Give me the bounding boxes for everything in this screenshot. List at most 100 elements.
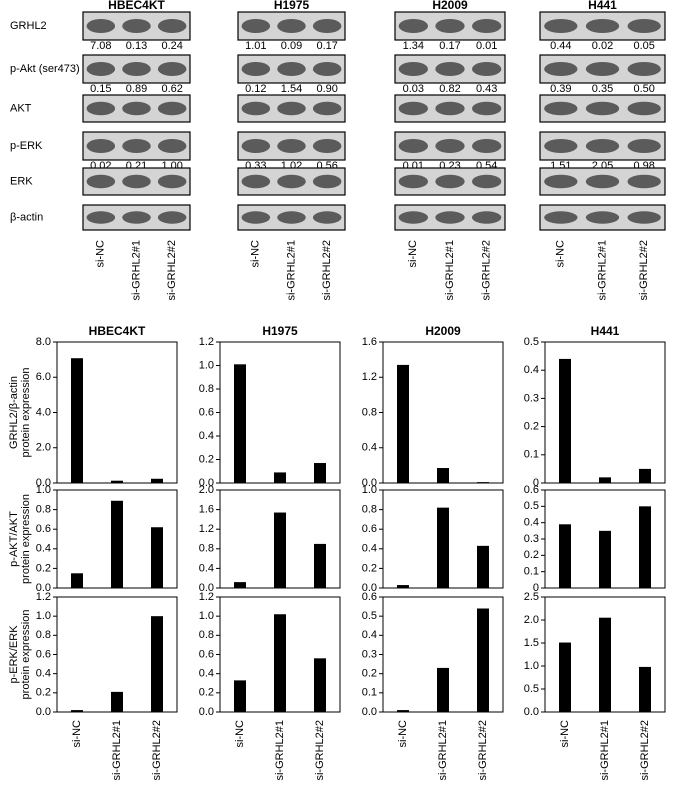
quantification: 0.82: [439, 83, 460, 95]
bar: [71, 573, 83, 588]
y-tick-label: 0.3: [524, 533, 539, 545]
y-tick-label: 0.8: [36, 629, 51, 641]
y-tick-label: 0.8: [199, 383, 214, 395]
bar: [274, 614, 286, 712]
y-tick-label: 0.6: [199, 406, 214, 418]
y-axis-label: protein expression: [20, 368, 32, 458]
cell-line-header: H2009: [432, 0, 468, 12]
quantification: 7.08: [90, 40, 111, 52]
blot-band: [627, 139, 661, 153]
quantification: 0.62: [161, 83, 182, 95]
lane-label: si-NC: [95, 240, 107, 268]
blot-band: [544, 19, 578, 33]
bar: [314, 658, 326, 712]
row-label: ERK: [10, 175, 33, 187]
y-tick-label: 0.0: [36, 477, 51, 489]
bar: [639, 506, 651, 588]
bar: [111, 480, 123, 483]
y-tick-label: 0.0: [362, 582, 377, 594]
y-tick-label: 0.2: [362, 668, 377, 680]
y-tick-label: 1.0: [36, 610, 51, 622]
bar: [314, 463, 326, 483]
y-tick-label: 0: [533, 582, 539, 594]
y-tick-label: 0.0: [524, 706, 539, 718]
y-axis-label: p-AKT/AKT: [8, 511, 20, 567]
cell-line-header: HBEC4KT: [108, 0, 165, 12]
bar: [71, 358, 83, 483]
blot-band: [585, 139, 620, 153]
quantification: 0.90: [316, 83, 337, 95]
y-tick-label: 0.6: [524, 484, 539, 496]
y-tick-label: 0.3: [524, 392, 539, 404]
cell-line-header: H1975: [274, 0, 310, 12]
bar: [397, 585, 409, 588]
y-tick-label: 0.2: [199, 687, 214, 699]
bar: [477, 482, 489, 483]
x-tick-label: si-GRHL2#2: [151, 720, 163, 781]
blot-band: [398, 174, 429, 189]
bar: [559, 524, 571, 588]
y-tick-label: 0.0: [36, 706, 51, 718]
lane-label: si-GRHL2#1: [596, 240, 608, 301]
bar: [437, 507, 449, 588]
y-tick-label: 1.6: [362, 336, 377, 348]
bar: [397, 364, 409, 483]
blot-band: [472, 101, 502, 116]
blot-band: [157, 174, 187, 189]
lane-label: si-GRHL2#2: [166, 240, 178, 301]
lane-label: si-GRHL2#1: [130, 240, 142, 301]
quantification: 0.24: [161, 40, 182, 52]
y-tick-label: 0.6: [36, 648, 51, 660]
bar: [71, 710, 83, 712]
blot-band: [472, 62, 502, 76]
chart-title: HBEC4KT: [89, 324, 146, 338]
y-tick-label: 0.8: [199, 629, 214, 641]
lane-label: si-GRHL2#1: [285, 240, 297, 301]
blot-band: [585, 62, 620, 76]
quantification: 0.01: [476, 40, 497, 52]
y-tick-label: 0.5: [524, 683, 539, 695]
y-tick-label: 0.4: [199, 668, 214, 680]
bar: [274, 472, 286, 483]
blot-band: [122, 174, 151, 189]
y-tick-label: 0.4: [199, 430, 214, 442]
blot-band: [86, 101, 116, 116]
quantification: 0.09: [281, 40, 302, 52]
blot-band: [472, 211, 502, 224]
bar: [639, 468, 651, 483]
row-label: β-actin: [10, 211, 43, 223]
blot-band: [157, 19, 187, 33]
blot-band: [157, 62, 187, 76]
y-tick-label: 0.2: [36, 687, 51, 699]
y-tick-label: 2.0: [36, 442, 51, 454]
y-tick-label: 0.1: [362, 687, 377, 699]
bar: [397, 710, 409, 712]
y-tick-label: 0.8: [362, 504, 377, 516]
quantification: 0.12: [245, 83, 266, 95]
y-tick-label: 1.2: [36, 591, 51, 603]
row-label: p-Akt (ser473): [10, 63, 80, 75]
y-tick-label: 0.0: [199, 477, 214, 489]
y-tick-label: 0.0: [199, 706, 214, 718]
y-tick-label: 0.8: [199, 543, 214, 555]
blot-band: [122, 101, 151, 116]
blot-band: [157, 211, 187, 224]
y-tick-label: 0.2: [524, 549, 539, 561]
blot-band: [544, 211, 578, 224]
x-tick-label: si-GRHL2#1: [111, 720, 123, 781]
y-tick-label: 1.0: [199, 359, 214, 371]
y-tick-label: 0.2: [362, 562, 377, 574]
blot-band: [627, 174, 661, 189]
blot-band: [122, 62, 151, 76]
lane-label: si-NC: [250, 240, 262, 268]
blot-band: [122, 139, 151, 153]
blot-band: [277, 211, 306, 224]
blot-band: [86, 211, 116, 224]
x-tick-label: si-GRHL2#2: [314, 720, 326, 781]
y-tick-label: 0.4: [362, 543, 377, 555]
quantification: 1.34: [403, 40, 424, 52]
y-tick-label: 0.5: [524, 336, 539, 348]
y-tick-label: 0.8: [362, 406, 377, 418]
y-axis-label: protein expression: [20, 494, 32, 584]
y-tick-label: 0.1: [524, 449, 539, 461]
